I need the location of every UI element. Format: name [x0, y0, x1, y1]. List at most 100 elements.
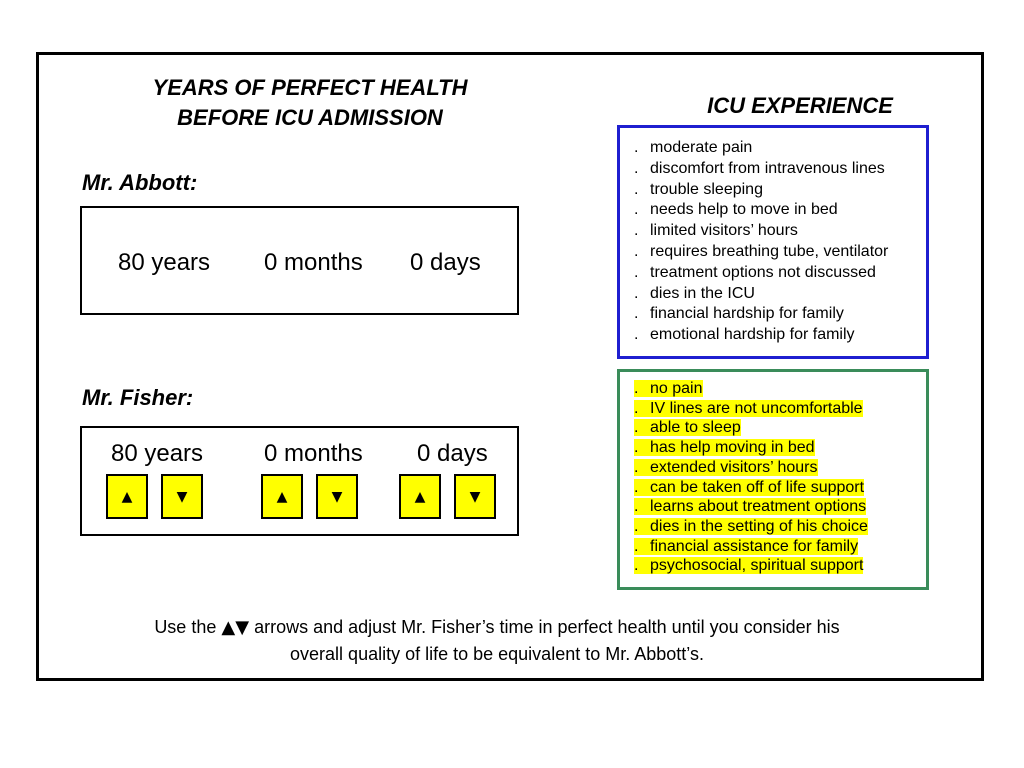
list-item: . needs help to move in bed [634, 200, 926, 221]
list-item-content: . no pain [634, 380, 703, 397]
list-item-text: dies in the ICU [650, 284, 755, 302]
bullet: . [634, 201, 639, 219]
list-item-content: . emotional hardship for family [634, 326, 855, 343]
days-up-button[interactable]: ▲ [399, 474, 441, 519]
list-item: . dies in the ICU [634, 284, 926, 305]
list-item: . can be taken off of life support [634, 478, 926, 498]
fisher-months: 0 months [264, 440, 363, 467]
list-item-content: . can be taken off of life support [634, 478, 865, 496]
up-arrow-icon: ▲ [121, 488, 133, 505]
right-heading: ICU EXPERIENCE [707, 93, 893, 118]
icu-experience-box: . moderate pain. discomfort from intraveno… [617, 125, 929, 359]
list-item-content: . IV lines are not uncomfortable [634, 399, 863, 417]
list-item-content: . dies in the ICU [634, 285, 755, 302]
bullet: . [634, 399, 639, 417]
left-heading-line2: BEFORE ICU ADMISSION [177, 105, 443, 130]
list-item-content: . discomfort from intravenous lines [634, 160, 885, 177]
months-up-button[interactable]: ▲ [261, 474, 303, 519]
list-item-content: . learns about treatment options [634, 498, 867, 516]
fisher-time-box: 80 years 0 months 0 days ▲ ▼ ▲ ▼ ▲ ▼ [80, 426, 519, 536]
list-item: . discomfort from intravenous lines [634, 159, 926, 180]
list-item-content: . financial hardship for family [634, 305, 844, 322]
bullet: . [634, 458, 639, 476]
instructions-prefix: Use the [154, 617, 217, 637]
list-item: . financial assistance for family [634, 537, 926, 557]
list-item-content: . financial assistance for family [634, 537, 859, 555]
list-item-text: needs help to move in bed [650, 201, 838, 219]
list-item-content: . able to sleep [634, 419, 741, 437]
list-item-text: dies in the setting of his choice [650, 517, 868, 535]
list-item-text: has help moving in bed [650, 439, 815, 457]
bullet: . [634, 139, 639, 156]
months-down-button[interactable]: ▼ [316, 474, 358, 519]
list-item: . dies in the setting of his choice [634, 517, 926, 537]
list-item: . treatment options not discussed [634, 263, 926, 284]
list-item: . trouble sleeping [634, 180, 926, 201]
instructions-line1: arrows and adjust Mr. Fisher’s time in p… [254, 617, 840, 637]
list-item: . emotional hardship for family [634, 325, 926, 346]
list-item: . moderate pain [634, 138, 926, 159]
abbott-label: Mr. Abbott: [82, 170, 198, 195]
improved-experience-box: . no pain. IV lines are not uncomfortable.… [617, 369, 929, 590]
main-frame [36, 52, 984, 681]
list-item-text: no pain [650, 380, 703, 397]
down-arrow-icon: ▼ [331, 488, 343, 505]
bullet: . [634, 263, 639, 281]
up-arrow-icon: ▲ [276, 488, 288, 505]
list-item: . extended visitors’ hours [634, 458, 926, 478]
list-item-text: emotional hardship for family [650, 326, 855, 344]
fisher-years: 80 years [111, 440, 204, 467]
years-down-button[interactable]: ▼ [161, 474, 203, 519]
list-item-text: financial hardship for family [650, 305, 844, 323]
list-item: . learns about treatment options [634, 497, 926, 517]
bullet: . [634, 537, 639, 555]
list-item-content: . needs help to move in bed [634, 201, 838, 218]
bullet: . [634, 159, 639, 177]
list-item-text: able to sleep [650, 419, 741, 437]
list-item-content: . requires breathing tube, ventilator [634, 243, 888, 260]
bullet: . [634, 557, 639, 575]
list-item: . requires breathing tube, ventilator [634, 242, 926, 263]
bullet: . [634, 222, 639, 240]
list-item: . able to sleep [634, 418, 926, 438]
list-item-content: . trouble sleeping [634, 181, 763, 198]
bullet: . [634, 419, 639, 437]
list-item-text: discomfort from intravenous lines [650, 159, 885, 177]
list-item-text: trouble sleeping [650, 180, 763, 198]
bullet: . [634, 284, 639, 302]
bullet: . [634, 439, 639, 457]
down-arrow-icon: ▼ [469, 488, 481, 505]
list-item-content: . treatment options not discussed [634, 264, 876, 281]
list-item-content: . psychosocial, spiritual support [634, 557, 864, 575]
bullet: . [634, 242, 639, 260]
abbott-years: 80 years [118, 249, 211, 276]
abbott-months: 0 months [264, 249, 363, 276]
list-item: . has help moving in bed [634, 438, 926, 458]
instructions: Use the ▲▼ arrows and adjust Mr. Fisher’… [60, 614, 934, 667]
bullet: . [634, 180, 639, 198]
list-item-content: . moderate pain [634, 139, 752, 156]
list-item-text: extended visitors’ hours [650, 458, 818, 476]
left-heading: YEARS OF PERFECT HEALTH BEFORE ICU ADMIS… [100, 73, 520, 133]
list-item-text: learns about treatment options [650, 498, 867, 516]
list-item-text: psychosocial, spiritual support [650, 557, 864, 575]
list-item: . no pain [634, 379, 926, 399]
list-item-text: IV lines are not uncomfortable [650, 399, 863, 417]
list-item: . IV lines are not uncomfortable [634, 399, 926, 419]
fisher-days: 0 days [417, 440, 488, 467]
bullet: . [634, 305, 639, 323]
years-up-button[interactable]: ▲ [106, 474, 148, 519]
days-down-button[interactable]: ▼ [454, 474, 496, 519]
left-heading-line1: YEARS OF PERFECT HEALTH [152, 75, 468, 100]
bullet: . [634, 326, 639, 344]
down-arrow-icon: ▼ [176, 488, 188, 505]
abbott-time-box: 80 years 0 months 0 days [80, 206, 519, 315]
abbott-days: 0 days [410, 249, 481, 276]
bullet: . [634, 498, 639, 516]
list-item-text: treatment options not discussed [650, 263, 876, 281]
up-down-arrows-icon: ▲▼ [221, 617, 250, 638]
list-item-content: . extended visitors’ hours [634, 458, 818, 476]
list-item-text: limited visitors’ hours [650, 222, 798, 240]
list-item-content: . has help moving in bed [634, 439, 815, 457]
list-item-content: . dies in the setting of his choice [634, 517, 868, 535]
